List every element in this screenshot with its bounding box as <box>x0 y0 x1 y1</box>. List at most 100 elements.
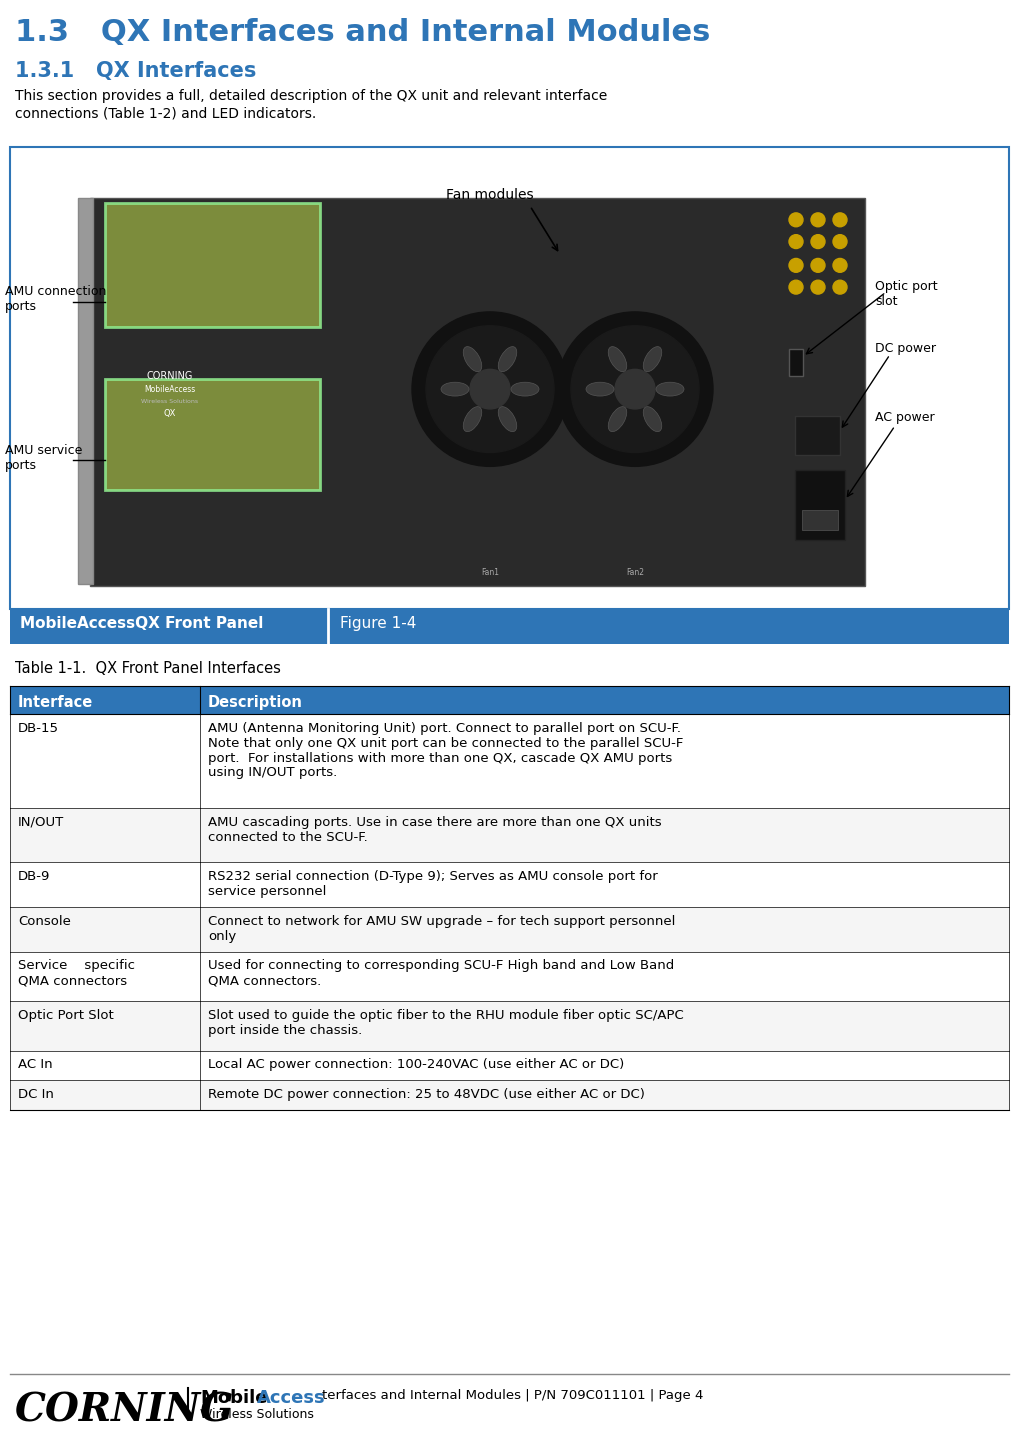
Text: connections (Table 1-2) and LED indicators.: connections (Table 1-2) and LED indicato… <box>15 106 316 121</box>
Bar <box>795 416 840 455</box>
Text: Console: Console <box>18 915 71 928</box>
Text: DB-9: DB-9 <box>18 870 50 883</box>
Text: port.  For installations with more than one QX, cascade QX AMU ports: port. For installations with more than o… <box>208 751 673 764</box>
Circle shape <box>571 326 699 452</box>
Text: Interface: Interface <box>18 695 94 709</box>
Text: Fan1: Fan1 <box>481 567 499 577</box>
Bar <box>10 686 1009 714</box>
Circle shape <box>789 258 803 273</box>
Circle shape <box>470 369 510 409</box>
Bar <box>10 863 1009 908</box>
Text: QMA connectors: QMA connectors <box>18 974 127 988</box>
Text: AC In: AC In <box>18 1058 53 1071</box>
Text: Optic port
slot: Optic port slot <box>875 280 937 309</box>
Text: CORNING: CORNING <box>15 1391 234 1429</box>
Text: CORNING: CORNING <box>147 372 194 382</box>
Bar <box>10 952 1009 1001</box>
Text: port inside the chassis.: port inside the chassis. <box>208 1024 362 1037</box>
Ellipse shape <box>464 346 482 372</box>
Text: Access: Access <box>257 1389 326 1407</box>
Circle shape <box>789 280 803 294</box>
Bar <box>105 202 320 327</box>
Text: Fan modules: Fan modules <box>446 188 534 202</box>
Text: MobileAccessQX Front Panel: MobileAccessQX Front Panel <box>20 616 263 632</box>
Ellipse shape <box>608 406 627 432</box>
Text: Description: Description <box>208 695 303 709</box>
Ellipse shape <box>511 382 539 396</box>
Circle shape <box>811 234 825 248</box>
Bar <box>789 349 803 376</box>
Bar <box>10 908 1009 952</box>
Text: DB-15: DB-15 <box>18 722 59 735</box>
Text: AC power: AC power <box>875 411 934 424</box>
Text: Slot used to guide the optic fiber to the RHU module fiber optic SC/APC: Slot used to guide the optic fiber to th… <box>208 1010 684 1022</box>
Bar <box>10 1001 1009 1051</box>
Text: using IN/OUT ports.: using IN/OUT ports. <box>208 767 337 780</box>
Text: QMA connectors.: QMA connectors. <box>208 974 321 988</box>
Ellipse shape <box>498 346 517 372</box>
Circle shape <box>833 258 847 273</box>
Text: Fan2: Fan2 <box>626 567 644 577</box>
Circle shape <box>811 213 825 227</box>
Text: Figure 1-4: Figure 1-4 <box>340 616 417 632</box>
Text: 1.3   QX Interfaces and Internal Modules: 1.3 QX Interfaces and Internal Modules <box>15 17 710 47</box>
Text: Wireless Solutions: Wireless Solutions <box>142 399 199 404</box>
Bar <box>90 198 865 586</box>
Ellipse shape <box>464 406 482 432</box>
Text: This section provides a full, detailed description of the QX unit and relevant i: This section provides a full, detailed d… <box>15 89 607 103</box>
Ellipse shape <box>441 382 469 396</box>
Text: Mobile: Mobile <box>200 1389 268 1407</box>
Text: DC In: DC In <box>18 1088 54 1101</box>
Bar <box>10 609 1009 643</box>
Bar <box>78 198 93 584</box>
Text: RS232 serial connection (D-Type 9); Serves as AMU console port for: RS232 serial connection (D-Type 9); Serv… <box>208 870 657 883</box>
Bar <box>10 808 1009 863</box>
Bar <box>105 379 320 490</box>
Text: 1.3.1   QX Interfaces: 1.3.1 QX Interfaces <box>15 62 257 82</box>
Text: AMU connection
ports: AMU connection ports <box>5 286 106 313</box>
Ellipse shape <box>643 346 661 372</box>
Text: QX: QX <box>164 409 176 418</box>
Circle shape <box>811 258 825 273</box>
Ellipse shape <box>498 406 517 432</box>
Text: Local AC power connection: 100-240VAC (use either AC or DC): Local AC power connection: 100-240VAC (u… <box>208 1058 625 1071</box>
Text: Wireless Solutions: Wireless Solutions <box>200 1409 314 1422</box>
Text: Service    specific: Service specific <box>18 959 135 972</box>
Text: terfaces and Internal Modules | P/N 709C011101 | Page 4: terfaces and Internal Modules | P/N 709C… <box>322 1389 703 1402</box>
Bar <box>10 1080 1009 1110</box>
Ellipse shape <box>586 382 614 396</box>
Text: connected to the SCU-F.: connected to the SCU-F. <box>208 831 368 844</box>
Circle shape <box>789 234 803 248</box>
Circle shape <box>833 213 847 227</box>
Text: Note that only one QX unit port can be connected to the parallel SCU-F: Note that only one QX unit port can be c… <box>208 737 684 750</box>
Text: AMU cascading ports. Use in case there are more than one QX units: AMU cascading ports. Use in case there a… <box>208 816 661 829</box>
Text: Table 1-1.  QX Front Panel Interfaces: Table 1-1. QX Front Panel Interfaces <box>15 662 281 676</box>
Ellipse shape <box>643 406 661 432</box>
Circle shape <box>833 280 847 294</box>
Text: Remote DC power connection: 25 to 48VDC (use either AC or DC): Remote DC power connection: 25 to 48VDC … <box>208 1088 645 1101</box>
Text: Optic Port Slot: Optic Port Slot <box>18 1010 114 1022</box>
Text: DC power: DC power <box>875 342 936 355</box>
Text: only: only <box>208 929 236 943</box>
Ellipse shape <box>608 346 627 372</box>
Ellipse shape <box>656 382 684 396</box>
Bar <box>795 471 845 540</box>
Circle shape <box>833 234 847 248</box>
Circle shape <box>615 369 655 409</box>
Text: MobileAccess: MobileAccess <box>145 385 196 393</box>
Bar <box>10 714 1009 808</box>
Circle shape <box>811 280 825 294</box>
Text: AMU service
ports: AMU service ports <box>5 444 83 471</box>
Circle shape <box>789 213 803 227</box>
Text: service personnel: service personnel <box>208 885 326 898</box>
Text: IN/OUT: IN/OUT <box>18 816 64 829</box>
Text: AMU (Antenna Monitoring Unit) port. Connect to parallel port on SCU-F.: AMU (Antenna Monitoring Unit) port. Conn… <box>208 722 681 735</box>
Bar <box>10 146 1009 609</box>
Text: Used for connecting to corresponding SCU-F High band and Low Band: Used for connecting to corresponding SCU… <box>208 959 675 972</box>
Text: Connect to network for AMU SW upgrade – for tech support personnel: Connect to network for AMU SW upgrade – … <box>208 915 676 928</box>
Bar <box>802 510 838 530</box>
Circle shape <box>412 312 568 467</box>
Circle shape <box>426 326 554 452</box>
Circle shape <box>557 312 713 467</box>
Bar <box>10 1051 1009 1080</box>
